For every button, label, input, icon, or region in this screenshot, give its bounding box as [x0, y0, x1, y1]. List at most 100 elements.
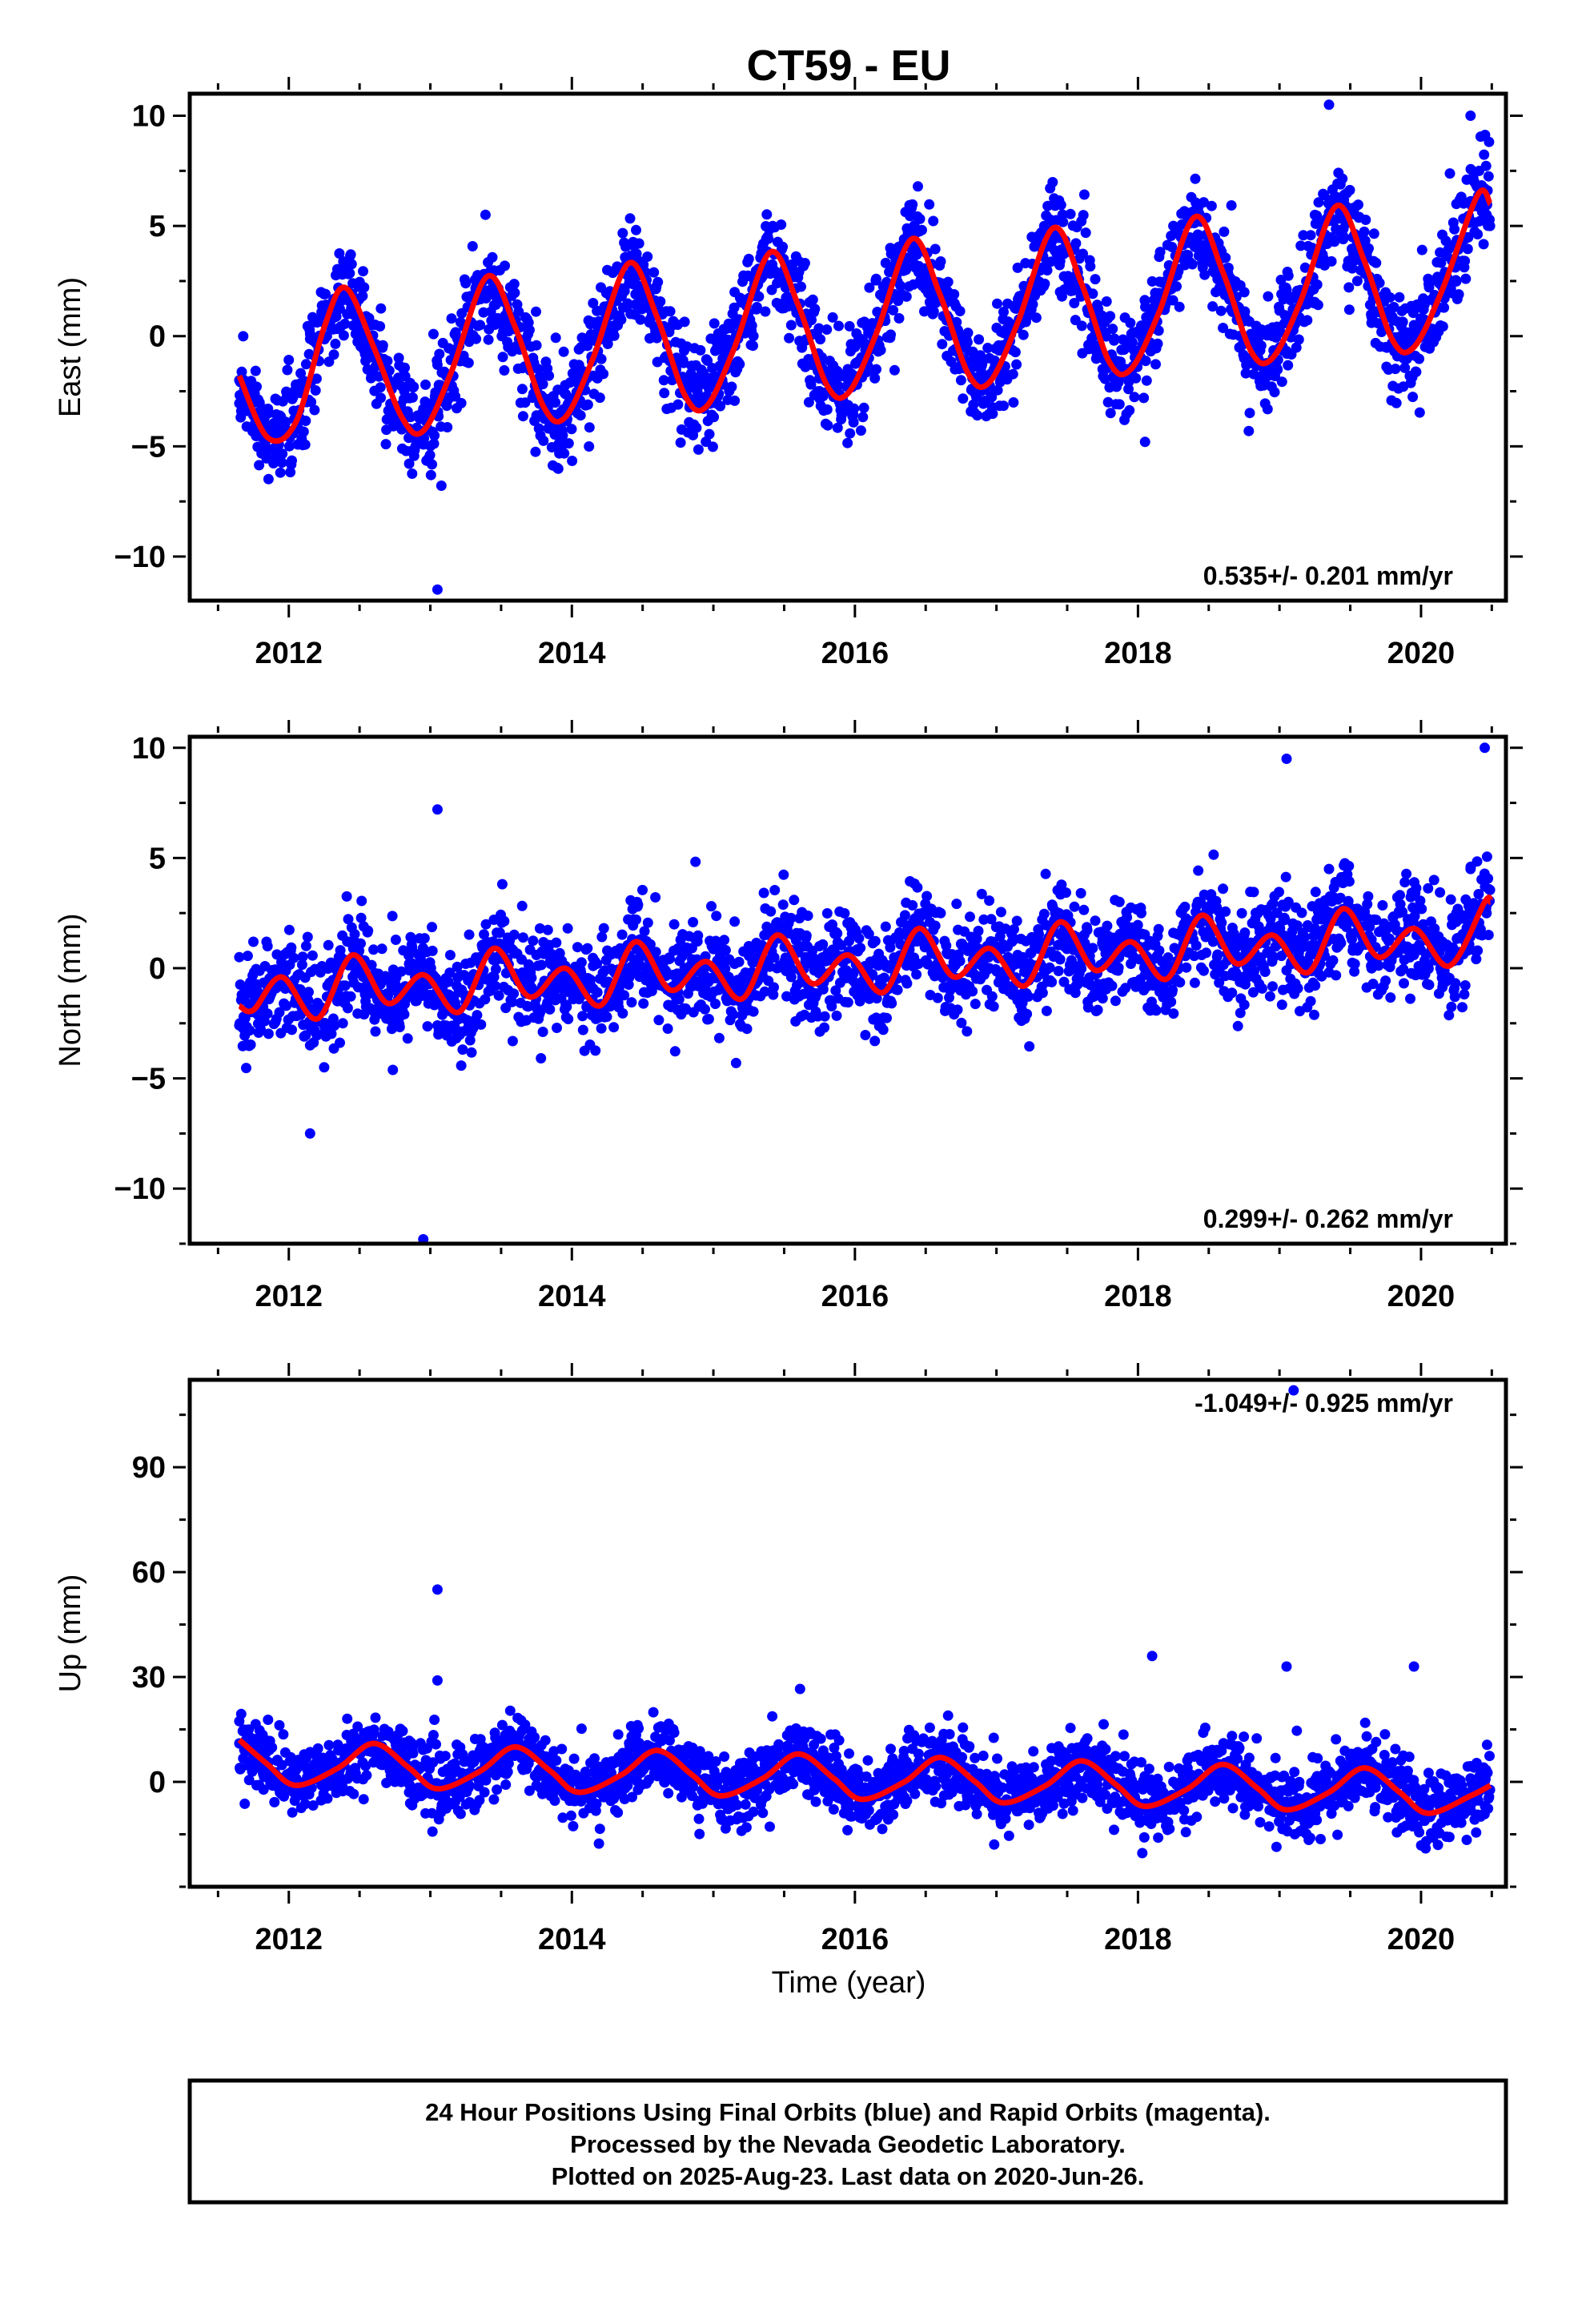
data-point — [1343, 876, 1355, 887]
data-point — [690, 856, 701, 867]
data-point — [1122, 912, 1133, 923]
data-point — [263, 473, 274, 485]
data-point — [1239, 930, 1250, 941]
data-point — [1075, 887, 1086, 899]
data-point — [420, 379, 431, 390]
data-point — [998, 400, 1009, 412]
data-point — [1281, 284, 1292, 296]
data-point — [427, 459, 437, 470]
data-point — [537, 1027, 548, 1037]
data-point — [924, 199, 935, 210]
data-point — [827, 312, 838, 323]
data-point — [1423, 960, 1434, 971]
data-point — [344, 267, 355, 279]
data-point — [1472, 945, 1484, 956]
data-point — [626, 997, 637, 1008]
data-point — [619, 286, 630, 296]
data-point — [251, 381, 262, 392]
data-point — [375, 303, 387, 314]
data-point — [1267, 954, 1278, 965]
data-point — [743, 253, 754, 264]
data-point — [821, 324, 833, 335]
data-point — [531, 410, 542, 421]
data-point — [973, 926, 984, 936]
data-point — [777, 241, 789, 252]
data-point — [669, 919, 680, 930]
data-point — [942, 276, 954, 287]
data-point — [276, 457, 287, 468]
data-point — [508, 279, 520, 290]
data-point — [711, 911, 722, 922]
data-point — [304, 328, 315, 340]
data-point — [809, 304, 821, 315]
data-point — [1090, 915, 1101, 927]
data-point — [1124, 404, 1135, 416]
data-point — [658, 375, 669, 386]
data-point — [442, 422, 453, 432]
data-point — [995, 907, 1006, 918]
data-point — [276, 959, 287, 969]
data-point — [418, 404, 429, 415]
data-point — [483, 334, 494, 345]
data-point — [777, 899, 789, 911]
data-point — [1449, 991, 1460, 1003]
y-tick-label: −5 — [131, 1063, 166, 1096]
data-point — [907, 199, 918, 210]
data-point — [760, 306, 771, 317]
data-point — [596, 1023, 607, 1034]
data-point — [1423, 883, 1434, 894]
data-point — [552, 463, 564, 474]
data-point — [432, 584, 443, 595]
data-point — [1097, 364, 1108, 375]
data-point — [472, 1010, 483, 1021]
data-point — [389, 976, 400, 987]
data-point — [480, 209, 491, 220]
data-point — [1220, 252, 1231, 263]
data-point — [513, 306, 524, 317]
data-point — [1083, 340, 1094, 351]
data-point — [719, 935, 730, 946]
data-point — [310, 385, 321, 396]
data-point — [869, 372, 881, 384]
data-point — [283, 355, 295, 365]
data-point — [1484, 220, 1496, 231]
data-point — [287, 455, 297, 466]
data-point — [1012, 262, 1023, 273]
data-point — [1337, 173, 1348, 184]
data-point — [428, 328, 439, 340]
data-point — [919, 306, 930, 317]
data-point — [582, 943, 593, 954]
y-tick-label: −10 — [114, 1172, 166, 1206]
data-point — [1323, 99, 1335, 111]
data-point — [278, 1729, 289, 1740]
data-point — [1446, 1001, 1457, 1012]
data-point — [886, 998, 897, 1009]
data-point — [530, 446, 541, 457]
data-point — [901, 264, 912, 275]
data-point — [577, 1011, 588, 1022]
data-point — [1030, 312, 1042, 324]
data-point — [1274, 887, 1284, 898]
data-point — [878, 972, 889, 983]
data-point — [1472, 229, 1484, 239]
data-point — [1113, 962, 1124, 973]
data-point — [849, 403, 860, 414]
data-point — [1065, 208, 1076, 219]
data-point — [1483, 171, 1494, 182]
data-point — [1090, 274, 1101, 285]
data-point — [1069, 298, 1080, 308]
data-point — [1281, 754, 1292, 764]
data-point — [1310, 887, 1321, 898]
data-point — [673, 399, 684, 410]
data-point — [1414, 353, 1425, 364]
data-point — [807, 294, 818, 305]
data-point — [1211, 287, 1222, 298]
data-point — [562, 923, 573, 934]
data-point — [1305, 995, 1316, 1007]
data-point — [1351, 275, 1363, 287]
data-point — [1480, 875, 1490, 886]
data-point — [576, 957, 587, 968]
data-point — [1276, 376, 1287, 388]
data-point — [914, 213, 926, 224]
